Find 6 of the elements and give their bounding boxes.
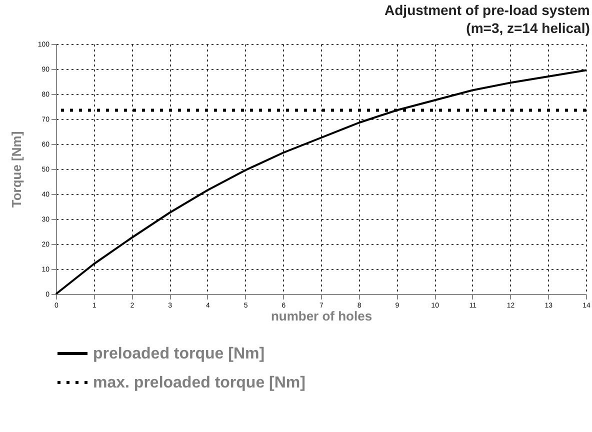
legend-label: max. preloaded torque [Nm]: [93, 374, 306, 392]
chart-title: Adjustment of pre-load system: [384, 2, 590, 18]
chart-subtitle: (m=3, z=14 helical): [466, 20, 590, 36]
y-axis-title: Torque [Nm]: [8, 131, 24, 208]
legend-label: preloaded torque [Nm]: [93, 346, 265, 362]
x-axis-title: number of holes: [270, 308, 372, 324]
